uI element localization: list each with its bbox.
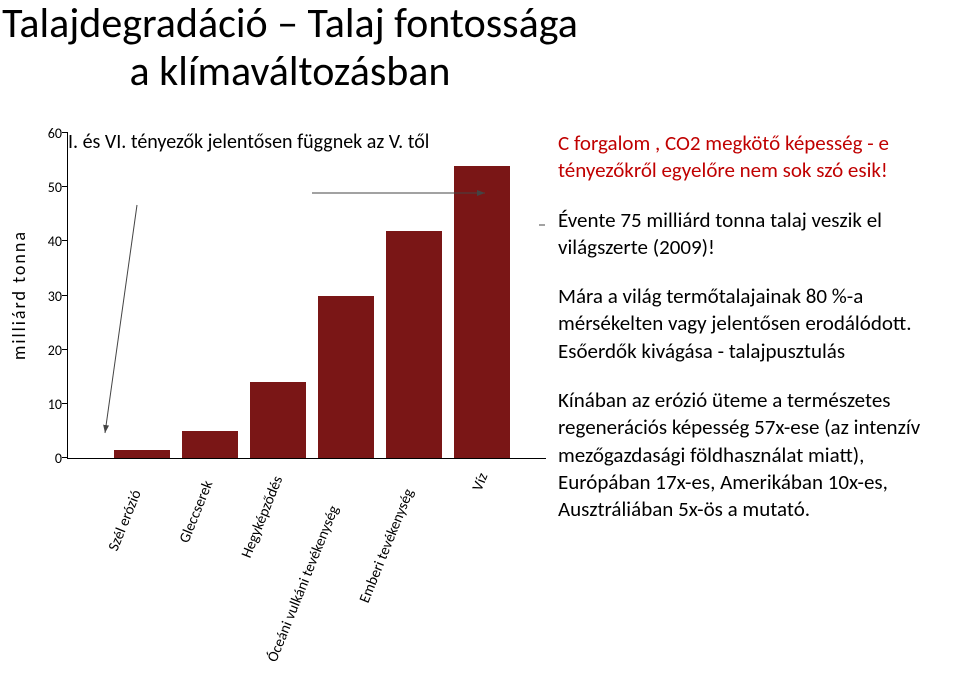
bar bbox=[250, 382, 306, 458]
side-p4: Kínában az erózió üteme a természetes re… bbox=[558, 387, 948, 523]
category-label: Emberi tevékenység bbox=[356, 486, 418, 605]
category-label: Szél erózió bbox=[105, 487, 146, 553]
bar bbox=[182, 431, 238, 458]
side-p3: Mára a világ termőtalajainak 80 %-a mérs… bbox=[558, 283, 948, 365]
chart-title: Talajdegradáció – Talaj fontossága a klí… bbox=[0, 0, 580, 97]
category-label: Hegyképződés bbox=[238, 473, 287, 560]
bar bbox=[318, 296, 374, 459]
plot-area bbox=[67, 133, 546, 459]
side-p1: C forgalom , CO2 megkötő képesség - e té… bbox=[558, 130, 948, 185]
bar-chart bbox=[67, 133, 545, 478]
y-tick-label: 60 bbox=[44, 125, 62, 142]
y-tick-label: 20 bbox=[44, 342, 62, 359]
bar bbox=[114, 450, 170, 458]
bar bbox=[454, 166, 510, 459]
bar bbox=[386, 231, 442, 459]
y-tick-label: 50 bbox=[44, 179, 62, 196]
y-tick-label: 10 bbox=[44, 396, 62, 413]
y-tick-label: 0 bbox=[44, 450, 62, 467]
y-tick-label: 40 bbox=[44, 233, 62, 250]
category-label: Gleccserek bbox=[176, 478, 217, 546]
side-text: C forgalom , CO2 megkötő képesség - e té… bbox=[558, 130, 948, 546]
y-axis-label: milliárd tonna bbox=[8, 230, 30, 360]
category-label: Óceáni vulkáni tevékenység bbox=[264, 503, 343, 665]
side-p2: Évente 75 milliárd tonna talaj veszik el… bbox=[558, 207, 948, 262]
y-tick-label: 30 bbox=[44, 288, 62, 305]
